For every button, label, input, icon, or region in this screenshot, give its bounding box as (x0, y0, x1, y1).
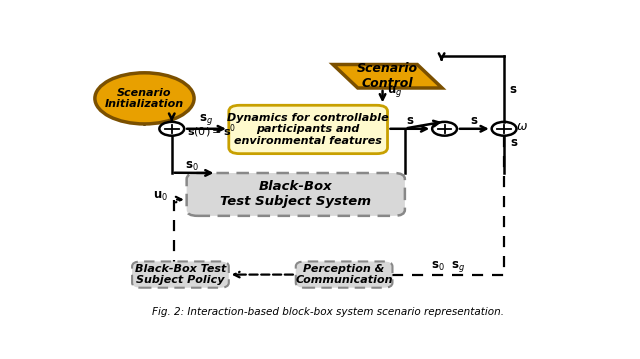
Text: $\mathbf{s}$: $\mathbf{s}$ (510, 136, 518, 149)
Ellipse shape (95, 73, 194, 124)
Text: $\mathbf{s}_0\ \ \mathbf{s}_g$: $\mathbf{s}_0\ \ \mathbf{s}_g$ (431, 259, 465, 274)
Text: Perception &
Communication: Perception & Communication (296, 264, 393, 285)
Text: Dynamics for controllable
participants and
environmental features: Dynamics for controllable participants a… (227, 113, 389, 146)
Text: $\mathbf{s}$: $\mathbf{s}$ (406, 114, 414, 127)
Text: Scenario
Control: Scenario Control (357, 62, 418, 90)
Text: $\mathbf{s}_g$: $\mathbf{s}_g$ (200, 112, 214, 127)
Text: $\mathbf{s}$: $\mathbf{s}$ (509, 83, 517, 95)
Text: $\mathbf{s}(0) = \mathbf{s}^0$: $\mathbf{s}(0) = \mathbf{s}^0$ (187, 122, 236, 140)
Text: $\mathbf{s}$: $\mathbf{s}$ (470, 114, 479, 127)
Text: Black-Box
Test Subject System: Black-Box Test Subject System (220, 181, 371, 209)
FancyBboxPatch shape (132, 261, 229, 288)
Text: $\mathbf{u}_g$: $\mathbf{u}_g$ (387, 84, 403, 99)
Text: $\mathbf{s}_0$: $\mathbf{s}_0$ (185, 159, 198, 173)
Text: $\omega$: $\omega$ (516, 120, 529, 132)
Text: Fig. 2: Interaction-based block-box system scenario representation.: Fig. 2: Interaction-based block-box syst… (152, 307, 504, 317)
FancyBboxPatch shape (187, 173, 405, 216)
Text: $\mathbf{u}_0$: $\mathbf{u}_0$ (154, 190, 168, 203)
Polygon shape (333, 65, 442, 88)
FancyBboxPatch shape (296, 261, 392, 288)
FancyBboxPatch shape (229, 105, 388, 154)
Text: Black-Box Test
Subject Policy: Black-Box Test Subject Policy (135, 264, 226, 285)
Text: Scenario
Initialization: Scenario Initialization (105, 88, 184, 109)
